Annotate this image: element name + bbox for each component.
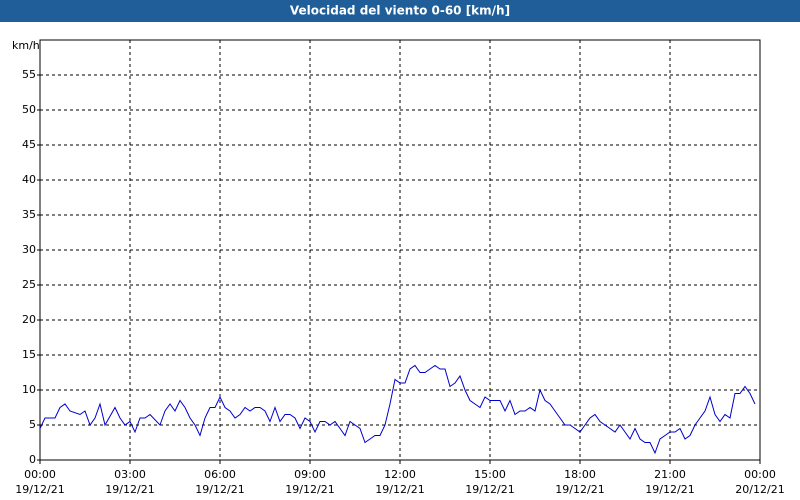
x-tick-label: 15:00: [474, 468, 506, 481]
y-tick-label: 30: [22, 243, 36, 256]
x-tick-date: 19/12/21: [465, 483, 514, 496]
x-tick-date: 19/12/21: [195, 483, 244, 496]
y-tick-label: 50: [22, 103, 36, 116]
x-tick-date: 20/12/21: [735, 483, 784, 496]
y-tick-label: 35: [22, 208, 36, 221]
x-tick-label: 12:00: [384, 468, 416, 481]
x-tick-label: 00:00: [24, 468, 56, 481]
chart-title: Velocidad del viento 0-60 [km/h]: [290, 4, 510, 18]
line-series: [39, 364, 756, 455]
y-tick-label: 55: [22, 68, 36, 81]
y-tick-label: 40: [22, 173, 36, 186]
y-tick-label: 15: [22, 348, 36, 361]
x-tick-label: 06:00: [204, 468, 236, 481]
title-bar: [0, 0, 800, 22]
y-tick-label: 5: [29, 418, 36, 431]
y-tick-label: 45: [22, 138, 36, 151]
x-tick-label: 03:00: [114, 468, 146, 481]
y-axis-label: km/h: [12, 39, 40, 52]
x-tick-date: 19/12/21: [375, 483, 424, 496]
y-tick-label: 0: [29, 453, 36, 466]
x-tick-date: 19/12/21: [645, 483, 694, 496]
y-tick-label: 10: [22, 383, 36, 396]
x-tick-label: 18:00: [564, 468, 596, 481]
x-tick-date: 19/12/21: [285, 483, 334, 496]
x-tick-date: 19/12/21: [105, 483, 154, 496]
x-tick-date: 19/12/21: [555, 483, 604, 496]
x-tick-label: 00:00: [744, 468, 776, 481]
y-tick-label: 25: [22, 278, 36, 291]
y-tick-label: 20: [22, 313, 36, 326]
x-tick-label: 09:00: [294, 468, 326, 481]
x-tick-label: 21:00: [654, 468, 686, 481]
x-tick-date: 19/12/21: [15, 483, 64, 496]
